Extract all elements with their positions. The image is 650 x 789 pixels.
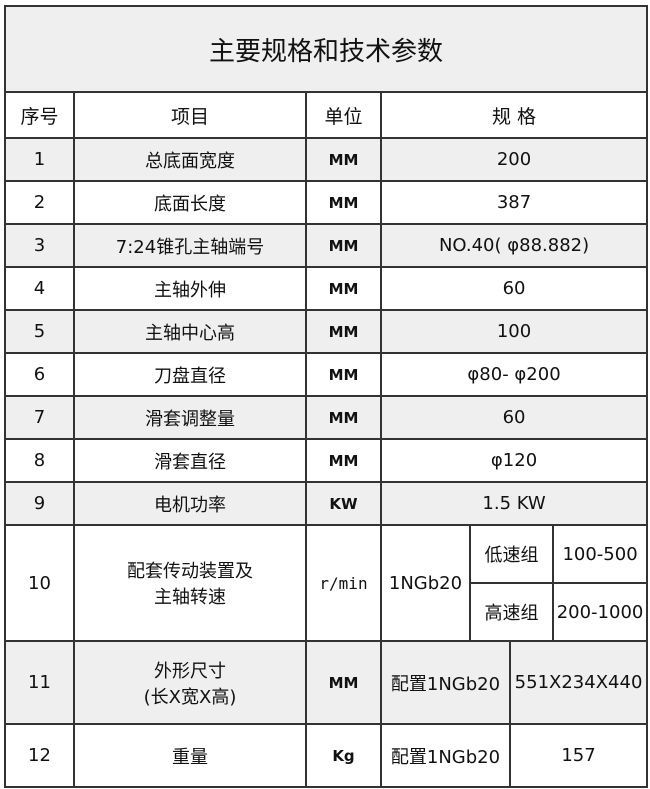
table-row: 3 7:24锥孔主轴端号 MM NO.40( φ88.882) [4,223,649,268]
header-unit: 单位 [305,91,382,139]
row-spec: 200 [379,137,649,182]
row-no: 9 [4,481,75,526]
item-line: (长X宽X高) [143,686,237,708]
row-spec: 387 [379,180,649,225]
row-item: 7:24锥孔主轴端号 [73,223,307,268]
table-row: 6 刀盘直径 MM φ80- φ200 [4,352,649,397]
table-row: 7 滑套调整量 MM 60 [4,395,649,440]
row-no: 10 [4,524,75,642]
row-item: 总底面宽度 [73,137,307,182]
row-unit: MM [305,640,382,725]
table-row: 1 总底面宽度 MM 200 [4,137,649,182]
row-config: 配置1NGb20 [380,723,511,788]
row-no: 11 [4,640,75,725]
row-item: 底面长度 [73,180,307,225]
row-spec: NO.40( φ88.882) [379,223,649,268]
row-unit: MM [305,395,382,440]
row-unit: MM [305,266,382,311]
item-line: 主轴转速 [154,587,226,608]
item-line: 外形尺寸 [154,660,226,682]
row-unit: MM [305,137,382,182]
item-line: 配套传动装置及 [127,561,253,582]
row-no: 12 [4,723,75,788]
row-item: 外形尺寸 (长X宽X高) [73,640,307,725]
row-unit: MM [305,438,382,483]
row-unit: r/min [305,524,382,642]
high-speed-label: 高速组 [469,582,554,642]
row-item: 刀盘直径 [73,352,307,397]
row-spec: 60 [379,395,649,440]
row-no: 3 [4,223,75,268]
table-row: 5 主轴中心高 MM 100 [4,309,649,354]
row-unit: KW [305,481,382,526]
header-spec: 规 格 [379,91,649,139]
row-spec: 1.5 KW [379,481,649,526]
row-model: 1NGb20 [380,524,471,642]
row-item: 主轴外伸 [73,266,307,311]
table-row: 4 主轴外伸 MM 60 [4,266,649,311]
low-speed-value: 100-500 [551,524,649,584]
row-spec: 100 [379,309,649,354]
row-unit: MM [305,180,382,225]
row-no: 1 [4,137,75,182]
table-title: 主要规格和技术参数 [3,5,649,93]
row-no: 2 [4,180,75,225]
header-no: 序号 [4,91,75,139]
row-no: 4 [4,266,75,311]
row-item: 配套传动装置及 主轴转速 [73,524,307,642]
row-no: 6 [4,352,75,397]
row-no: 7 [4,395,75,440]
row-item: 滑套调整量 [73,395,307,440]
row-item: 重量 [73,723,307,788]
table-row: 2 底面长度 MM 387 [4,180,649,225]
row-spec: φ120 [379,438,649,483]
row-config: 配置1NGb20 [380,640,511,725]
table-row: 9 电机功率 KW 1.5 KW [4,481,649,526]
header-item: 项目 [73,91,307,139]
row-unit: MM [305,352,382,397]
row-unit: MM [305,223,382,268]
row-item: 主轴中心高 [73,309,307,354]
row-unit: Kg [305,723,382,788]
high-speed-value: 200-1000 [551,582,649,642]
row-spec: φ80- φ200 [379,352,649,397]
row-value: 157 [508,723,649,788]
row-item: 电机功率 [73,481,307,526]
table-row: 8 滑套直径 MM φ120 [4,438,649,483]
row-spec: 60 [379,266,649,311]
row-no: 8 [4,438,75,483]
row-no: 5 [4,309,75,354]
row-unit: MM [305,309,382,354]
spec-table: 主要规格和技术参数 序号 项目 单位 规 格 1 总底面宽度 MM 200 2 底面长度 M… [3,5,649,788]
row-value: 551X234X440 [508,640,649,725]
row-item: 滑套直径 [73,438,307,483]
low-speed-label: 低速组 [469,524,554,584]
